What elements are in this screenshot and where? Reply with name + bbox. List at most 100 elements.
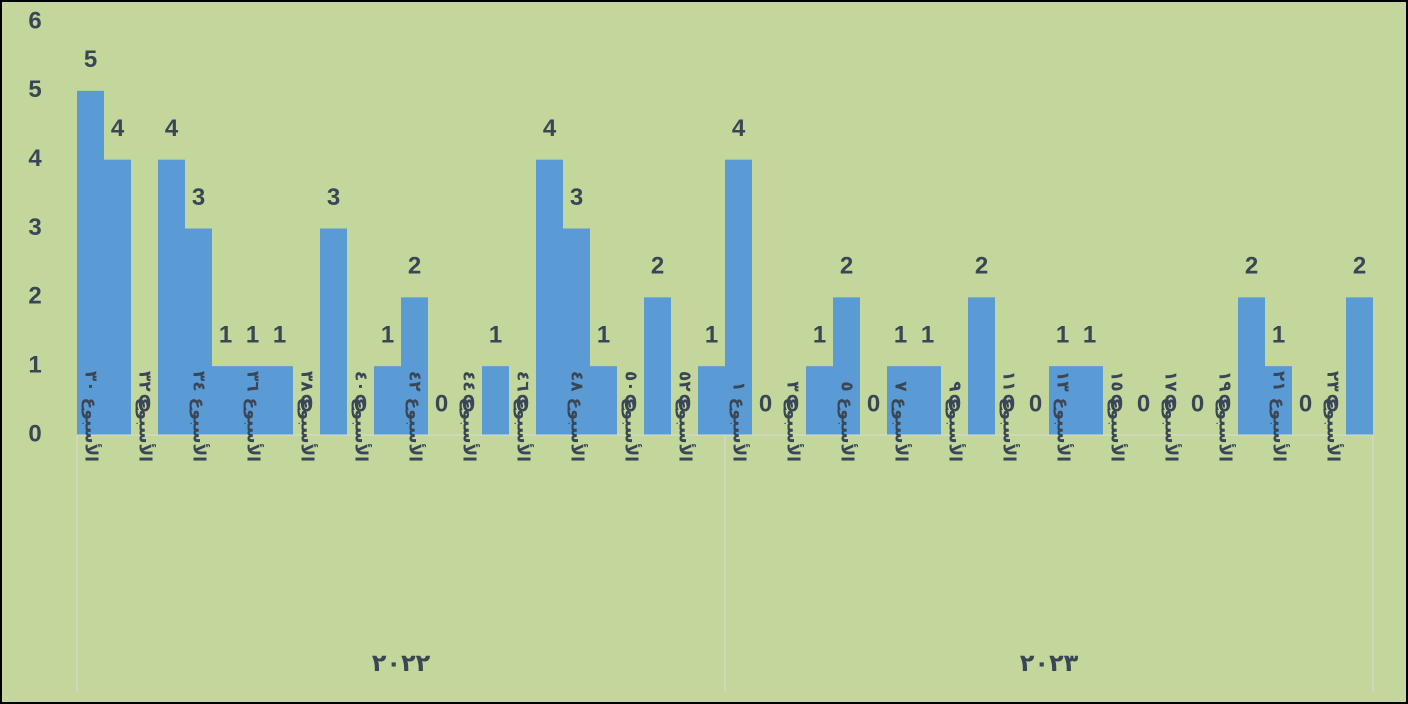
bar (104, 159, 131, 435)
bar (590, 366, 617, 435)
bar (1049, 366, 1076, 435)
bar (914, 366, 941, 435)
data-label: 0 (948, 390, 961, 417)
data-label: 0 (786, 390, 799, 417)
data-label: 2 (840, 253, 853, 280)
data-label: 4 (543, 115, 557, 142)
data-label: 1 (219, 322, 232, 349)
y-tick-label: 6 (28, 7, 41, 34)
x-tick-label: الأسبوع ١٣ (1053, 371, 1074, 462)
data-label: 0 (1299, 390, 1312, 417)
data-label: 0 (759, 390, 772, 417)
data-label: 2 (1353, 253, 1366, 280)
bar (887, 366, 914, 435)
data-label: 0 (1002, 390, 1015, 417)
data-label: 0 (462, 390, 475, 417)
data-label: 4 (111, 115, 125, 142)
x-tick-label: الأسبوع ٣٦ (243, 371, 264, 462)
x-tick-label: الأسبوع ٤٢ (405, 371, 426, 462)
bar (401, 297, 428, 435)
bar (806, 366, 833, 435)
bar (185, 228, 212, 435)
bar (968, 297, 995, 435)
data-label: 0 (1218, 390, 1231, 417)
data-label: 1 (246, 322, 259, 349)
bar (212, 366, 239, 435)
x-tick-label: الأسبوع ٧ (891, 381, 912, 462)
data-label: 0 (867, 390, 880, 417)
x-tick-label: الأسبوع ١٧ (1161, 371, 1182, 462)
x-tick-label: الأسبوع ٤٦ (513, 371, 534, 462)
y-tick-label: 4 (28, 145, 42, 172)
data-label: 1 (1056, 322, 1069, 349)
data-label: 0 (1137, 390, 1150, 417)
data-label: 4 (165, 115, 179, 142)
data-label: 5 (84, 46, 97, 73)
data-label: 0 (1191, 390, 1204, 417)
data-label: 0 (1029, 390, 1042, 417)
bar (644, 297, 671, 435)
data-label: 4 (732, 115, 746, 142)
x-tick-label: الأسبوع ١٩ (1215, 371, 1236, 462)
x-tick-label: الأسبوع ٣٤ (189, 371, 210, 462)
data-label: 3 (192, 184, 205, 211)
bar (1346, 297, 1373, 435)
data-label: 0 (1164, 390, 1177, 417)
data-label: 1 (273, 322, 286, 349)
bar (320, 228, 347, 435)
data-label: 0 (624, 390, 637, 417)
group-label: ٢٠٢٢ (372, 649, 431, 677)
bar (158, 159, 185, 435)
x-tick-label: الأسبوع ٥٠ (621, 371, 642, 462)
x-tick-label: الأسبوع ١ (729, 381, 750, 462)
data-label: 1 (813, 322, 826, 349)
x-tick-label: الأسبوع ٥٢ (675, 371, 696, 462)
data-label: 1 (705, 322, 718, 349)
data-label: 1 (597, 322, 610, 349)
x-tick-label: الأسبوع ٤٠ (351, 371, 372, 462)
x-tick-label: الأسبوع ١٥ (1107, 371, 1128, 462)
bar (482, 366, 509, 435)
bar (725, 159, 752, 435)
data-label: 2 (651, 253, 664, 280)
data-label: 0 (1110, 390, 1123, 417)
group-label: ٢٠٢٣ (1020, 649, 1079, 677)
y-tick-label: 1 (28, 352, 41, 379)
bar (1265, 366, 1292, 435)
data-label: 2 (1245, 253, 1258, 280)
x-tick-label: الأسبوع ١١ (999, 371, 1020, 462)
x-tick-label: الأسبوع ٤٨ (567, 371, 588, 462)
data-label: 1 (1272, 322, 1285, 349)
x-tick-label: الأسبوع ٥ (837, 381, 858, 462)
bar (698, 366, 725, 435)
data-label: 0 (138, 390, 151, 417)
x-tick-label: الأسبوع ٢٣ (1323, 371, 1344, 462)
bar (77, 90, 104, 435)
data-label: 0 (1326, 390, 1339, 417)
bar (1076, 366, 1103, 435)
x-tick-label: الأسبوع ٣٢ (135, 371, 156, 462)
x-tick-label: الأسبوع ٣٠ (81, 371, 102, 462)
data-label: 0 (354, 390, 367, 417)
y-tick-label: 2 (28, 283, 41, 310)
data-label: 0 (678, 390, 691, 417)
bar (833, 297, 860, 435)
bar (266, 366, 293, 435)
data-label: 0 (435, 390, 448, 417)
x-tick-label: الأسبوع ٣ (783, 381, 804, 462)
y-tick-label: 5 (28, 76, 41, 103)
data-label: 1 (1083, 322, 1096, 349)
data-label: 3 (570, 184, 583, 211)
x-tick-label: الأسبوع ٩ (945, 381, 966, 462)
data-label: 2 (975, 253, 988, 280)
data-label: 1 (489, 322, 502, 349)
x-tick-label: الأسبوع ٣٨ (297, 371, 318, 462)
y-tick-label: 0 (28, 420, 41, 447)
x-tick-label: الأسبوع ٤٤ (459, 371, 480, 462)
bar (536, 159, 563, 435)
data-label: 0 (516, 390, 529, 417)
bar (374, 366, 401, 435)
data-label: 1 (381, 322, 394, 349)
